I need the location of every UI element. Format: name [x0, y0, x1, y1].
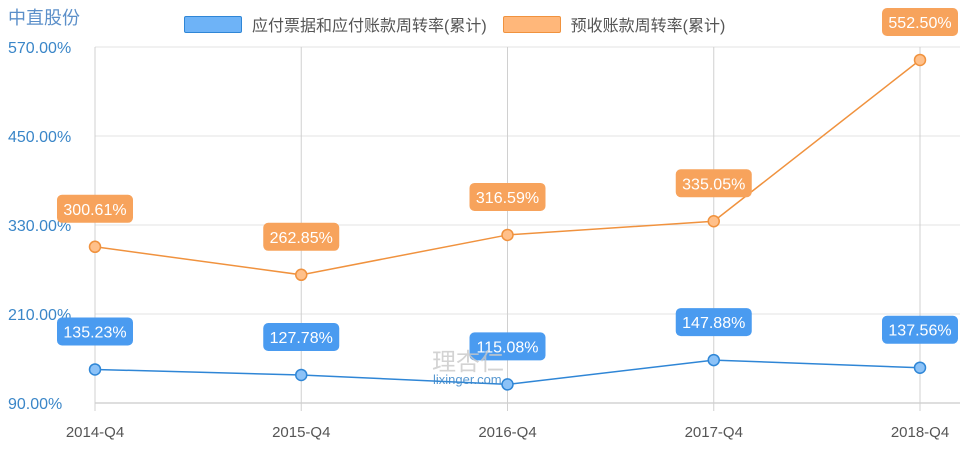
- data-point[interactable]: [913, 361, 927, 374]
- y-tick-label: 330.00%: [8, 218, 71, 235]
- legend-swatch-blue: [184, 15, 242, 33]
- legend-label: 应付票据和应付账款周转率(累计): [252, 18, 487, 35]
- watermark-url: lixinger.com: [433, 372, 502, 387]
- x-tick-label: 2017-Q4: [685, 424, 743, 441]
- data-label: 127.78%: [270, 330, 333, 347]
- legend-swatch-orange: [502, 15, 561, 33]
- x-tick-label: 2018-Q4: [891, 424, 949, 441]
- data-label-box: [882, 7, 958, 36]
- company-title: 中直股份: [8, 8, 80, 28]
- legend-label: 预收账款周转率(累计): [570, 18, 726, 35]
- y-tick-label: 450.00%: [8, 129, 71, 146]
- data-label-box: [469, 182, 546, 211]
- data-label-box: [675, 169, 752, 198]
- y-tick-label: 210.00%: [8, 307, 71, 324]
- data-label-box: [469, 332, 546, 361]
- data-label: 147.88%: [682, 315, 745, 332]
- data-label-box: [57, 194, 133, 223]
- data-point[interactable]: [913, 53, 927, 67]
- data-label-box: [882, 315, 958, 344]
- data-point[interactable]: [501, 378, 514, 391]
- data-label-box: [263, 322, 340, 351]
- data-label: 300.61%: [63, 202, 126, 219]
- data-label: 335.05%: [682, 176, 745, 193]
- chart-legend: 应付票据和应付账款周转率(累计) 预收账款周转率(累计): [184, 12, 741, 36]
- data-point[interactable]: [88, 363, 102, 376]
- x-tick-label: 2016-Q4: [478, 424, 536, 441]
- data-label: 262.85%: [270, 230, 333, 247]
- data-point[interactable]: [88, 240, 102, 254]
- data-label-box: [263, 222, 340, 251]
- data-point[interactable]: [295, 368, 308, 382]
- legend-item-advance-receipts-turnover[interactable]: 预收账款周转率(累计): [502, 12, 726, 36]
- data-point[interactable]: [295, 268, 308, 282]
- watermark-logo: 理杏仁: [432, 349, 504, 376]
- data-point[interactable]: [501, 228, 514, 242]
- data-label: 115.08%: [477, 339, 539, 356]
- data-point[interactable]: [707, 353, 720, 367]
- y-tick-label: 90.00%: [8, 396, 62, 413]
- data-label-box: [57, 317, 133, 346]
- data-label: 316.59%: [476, 190, 539, 207]
- x-tick-label: 2014-Q4: [66, 424, 124, 441]
- data-point[interactable]: [707, 215, 720, 228]
- y-tick-label: 570.00%: [8, 40, 71, 57]
- x-tick-label: 2015-Q4: [272, 424, 330, 441]
- data-label: 137.56%: [888, 323, 951, 340]
- data-label: 552.50%: [888, 15, 951, 32]
- data-label-box: [675, 308, 752, 337]
- data-label: 135.23%: [63, 324, 126, 341]
- legend-item-payables-turnover[interactable]: 应付票据和应付账款周转率(累计): [184, 12, 487, 36]
